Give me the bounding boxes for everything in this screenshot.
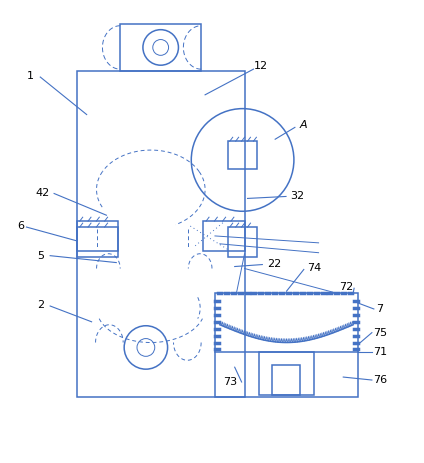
Text: 2: 2 — [37, 300, 44, 309]
Bar — [215, 294, 358, 397]
Bar — [77, 222, 118, 251]
Text: 7: 7 — [376, 303, 383, 313]
Text: 72: 72 — [339, 282, 353, 292]
Bar — [203, 222, 245, 251]
Text: A: A — [300, 120, 307, 130]
Bar — [272, 365, 300, 395]
Bar — [259, 353, 314, 395]
Bar — [77, 72, 245, 397]
Text: 22: 22 — [267, 258, 281, 268]
Bar — [228, 227, 257, 257]
Text: 76: 76 — [373, 374, 387, 384]
Text: 6: 6 — [17, 220, 24, 231]
Text: 5: 5 — [37, 250, 44, 260]
Text: 12: 12 — [254, 61, 268, 71]
Text: 32: 32 — [290, 191, 304, 201]
Text: 42: 42 — [35, 187, 49, 197]
Text: 74: 74 — [307, 262, 322, 272]
Bar — [120, 25, 201, 72]
Text: 1: 1 — [27, 71, 34, 81]
Text: 71: 71 — [373, 347, 387, 357]
Bar — [77, 227, 118, 257]
Bar — [228, 142, 257, 169]
Text: 73: 73 — [223, 376, 237, 386]
Text: 75: 75 — [373, 327, 387, 337]
